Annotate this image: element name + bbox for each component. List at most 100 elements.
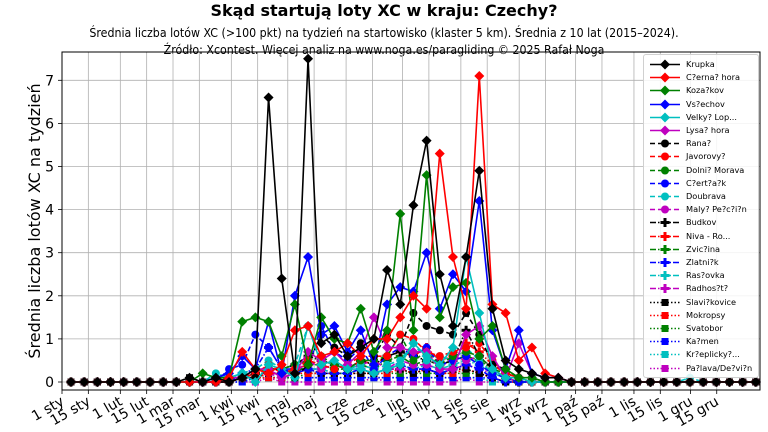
data-point: [395, 342, 406, 353]
data-point: [461, 303, 472, 314]
data-point: [475, 374, 483, 382]
data-point: [421, 303, 432, 314]
data-point: [474, 165, 485, 176]
data-point: [435, 352, 444, 361]
data-point: [661, 179, 669, 188]
legend-item: Svatobor: [644, 322, 758, 335]
data-point: [434, 269, 445, 280]
data-point: [409, 374, 417, 382]
legend-label: Ka?men: [686, 336, 719, 347]
data-point: [592, 377, 603, 387]
data-point: [79, 377, 90, 387]
data-point: [513, 355, 524, 366]
legend-item: Vs?echov: [644, 98, 758, 111]
legend-label: Svatobor: [686, 323, 723, 333]
data-point: [462, 369, 470, 377]
y-tick-label: 6: [45, 116, 54, 132]
data-point: [447, 282, 458, 293]
legend-swatch-icon: [650, 139, 680, 148]
data-point: [474, 70, 485, 81]
data-point: [526, 342, 537, 353]
data-point: [661, 192, 669, 201]
legend-swatch-icon: [650, 231, 680, 241]
data-point: [661, 311, 669, 319]
legend-item: Mokropsy: [644, 309, 758, 322]
data-point: [750, 377, 761, 387]
data-point: [330, 365, 339, 374]
data-point: [171, 377, 182, 387]
data-point: [383, 378, 391, 386]
data-point: [660, 72, 670, 83]
data-point: [303, 252, 314, 263]
data-point: [317, 378, 325, 386]
legend-swatch-icon: [650, 85, 680, 96]
data-point: [421, 351, 432, 362]
data-point: [263, 316, 274, 327]
data-point: [382, 333, 393, 344]
data-point: [304, 374, 312, 382]
legend-swatch-icon: [650, 112, 680, 123]
data-point: [605, 377, 616, 387]
data-point: [118, 377, 129, 387]
legend-item: Doubrava: [644, 190, 758, 203]
legend-item: Javorovy?: [644, 150, 758, 163]
data-point: [329, 320, 340, 331]
data-point: [447, 269, 458, 280]
data-point: [276, 359, 287, 370]
data-point: [566, 377, 577, 387]
data-point: [423, 378, 431, 386]
data-point: [461, 252, 472, 263]
data-point: [382, 325, 393, 336]
chart-subtitle: Średnia liczba lotów XC (>100 pkt) na ty…: [89, 26, 679, 40]
data-point: [396, 378, 404, 386]
data-point: [237, 346, 248, 357]
legend-label: Javorovy?: [686, 151, 726, 162]
data-point: [250, 312, 261, 323]
data-point: [395, 359, 406, 370]
data-point: [263, 92, 274, 103]
data-point: [382, 342, 393, 353]
legend-label: Maly? Pe?c?i?n: [686, 204, 747, 215]
legend-label: Dolni? Morava: [686, 164, 745, 175]
data-point: [145, 377, 156, 387]
data-point: [434, 148, 445, 159]
y-tick-label: 4: [45, 203, 54, 219]
data-point: [435, 326, 444, 335]
data-point: [474, 308, 485, 319]
data-point: [487, 320, 498, 331]
data-point: [383, 352, 392, 361]
legend-item: Slavi?kovice: [644, 296, 758, 309]
data-point: [304, 378, 312, 386]
legend-label: Rana?: [686, 138, 712, 149]
y-tick-label: 3: [45, 246, 54, 262]
data-point: [447, 252, 458, 263]
data-point: [395, 299, 406, 310]
data-point: [131, 377, 142, 387]
data-point: [368, 333, 379, 344]
data-point: [368, 312, 379, 323]
data-point: [553, 372, 564, 383]
data-point: [357, 378, 365, 386]
data-point: [342, 351, 353, 362]
data-point: [421, 135, 432, 146]
data-point: [461, 329, 472, 340]
legend-swatch-icon: [650, 284, 680, 294]
data-point: [383, 374, 391, 382]
plot-frame: [61, 51, 761, 391]
data-point: [526, 368, 537, 379]
data-point: [447, 364, 458, 375]
data-point: [210, 372, 221, 383]
data-point: [671, 377, 682, 387]
data-point: [475, 360, 484, 369]
data-point: [408, 338, 419, 349]
data-point: [658, 377, 669, 387]
data-point: [663, 244, 667, 254]
data-point: [449, 378, 457, 386]
data-point: [660, 99, 670, 110]
data-point: [422, 321, 431, 330]
data-point: [408, 200, 419, 211]
data-point: [289, 368, 300, 379]
legend-label: Vs?echov: [686, 98, 725, 109]
data-point: [237, 316, 248, 327]
data-point: [303, 320, 314, 331]
